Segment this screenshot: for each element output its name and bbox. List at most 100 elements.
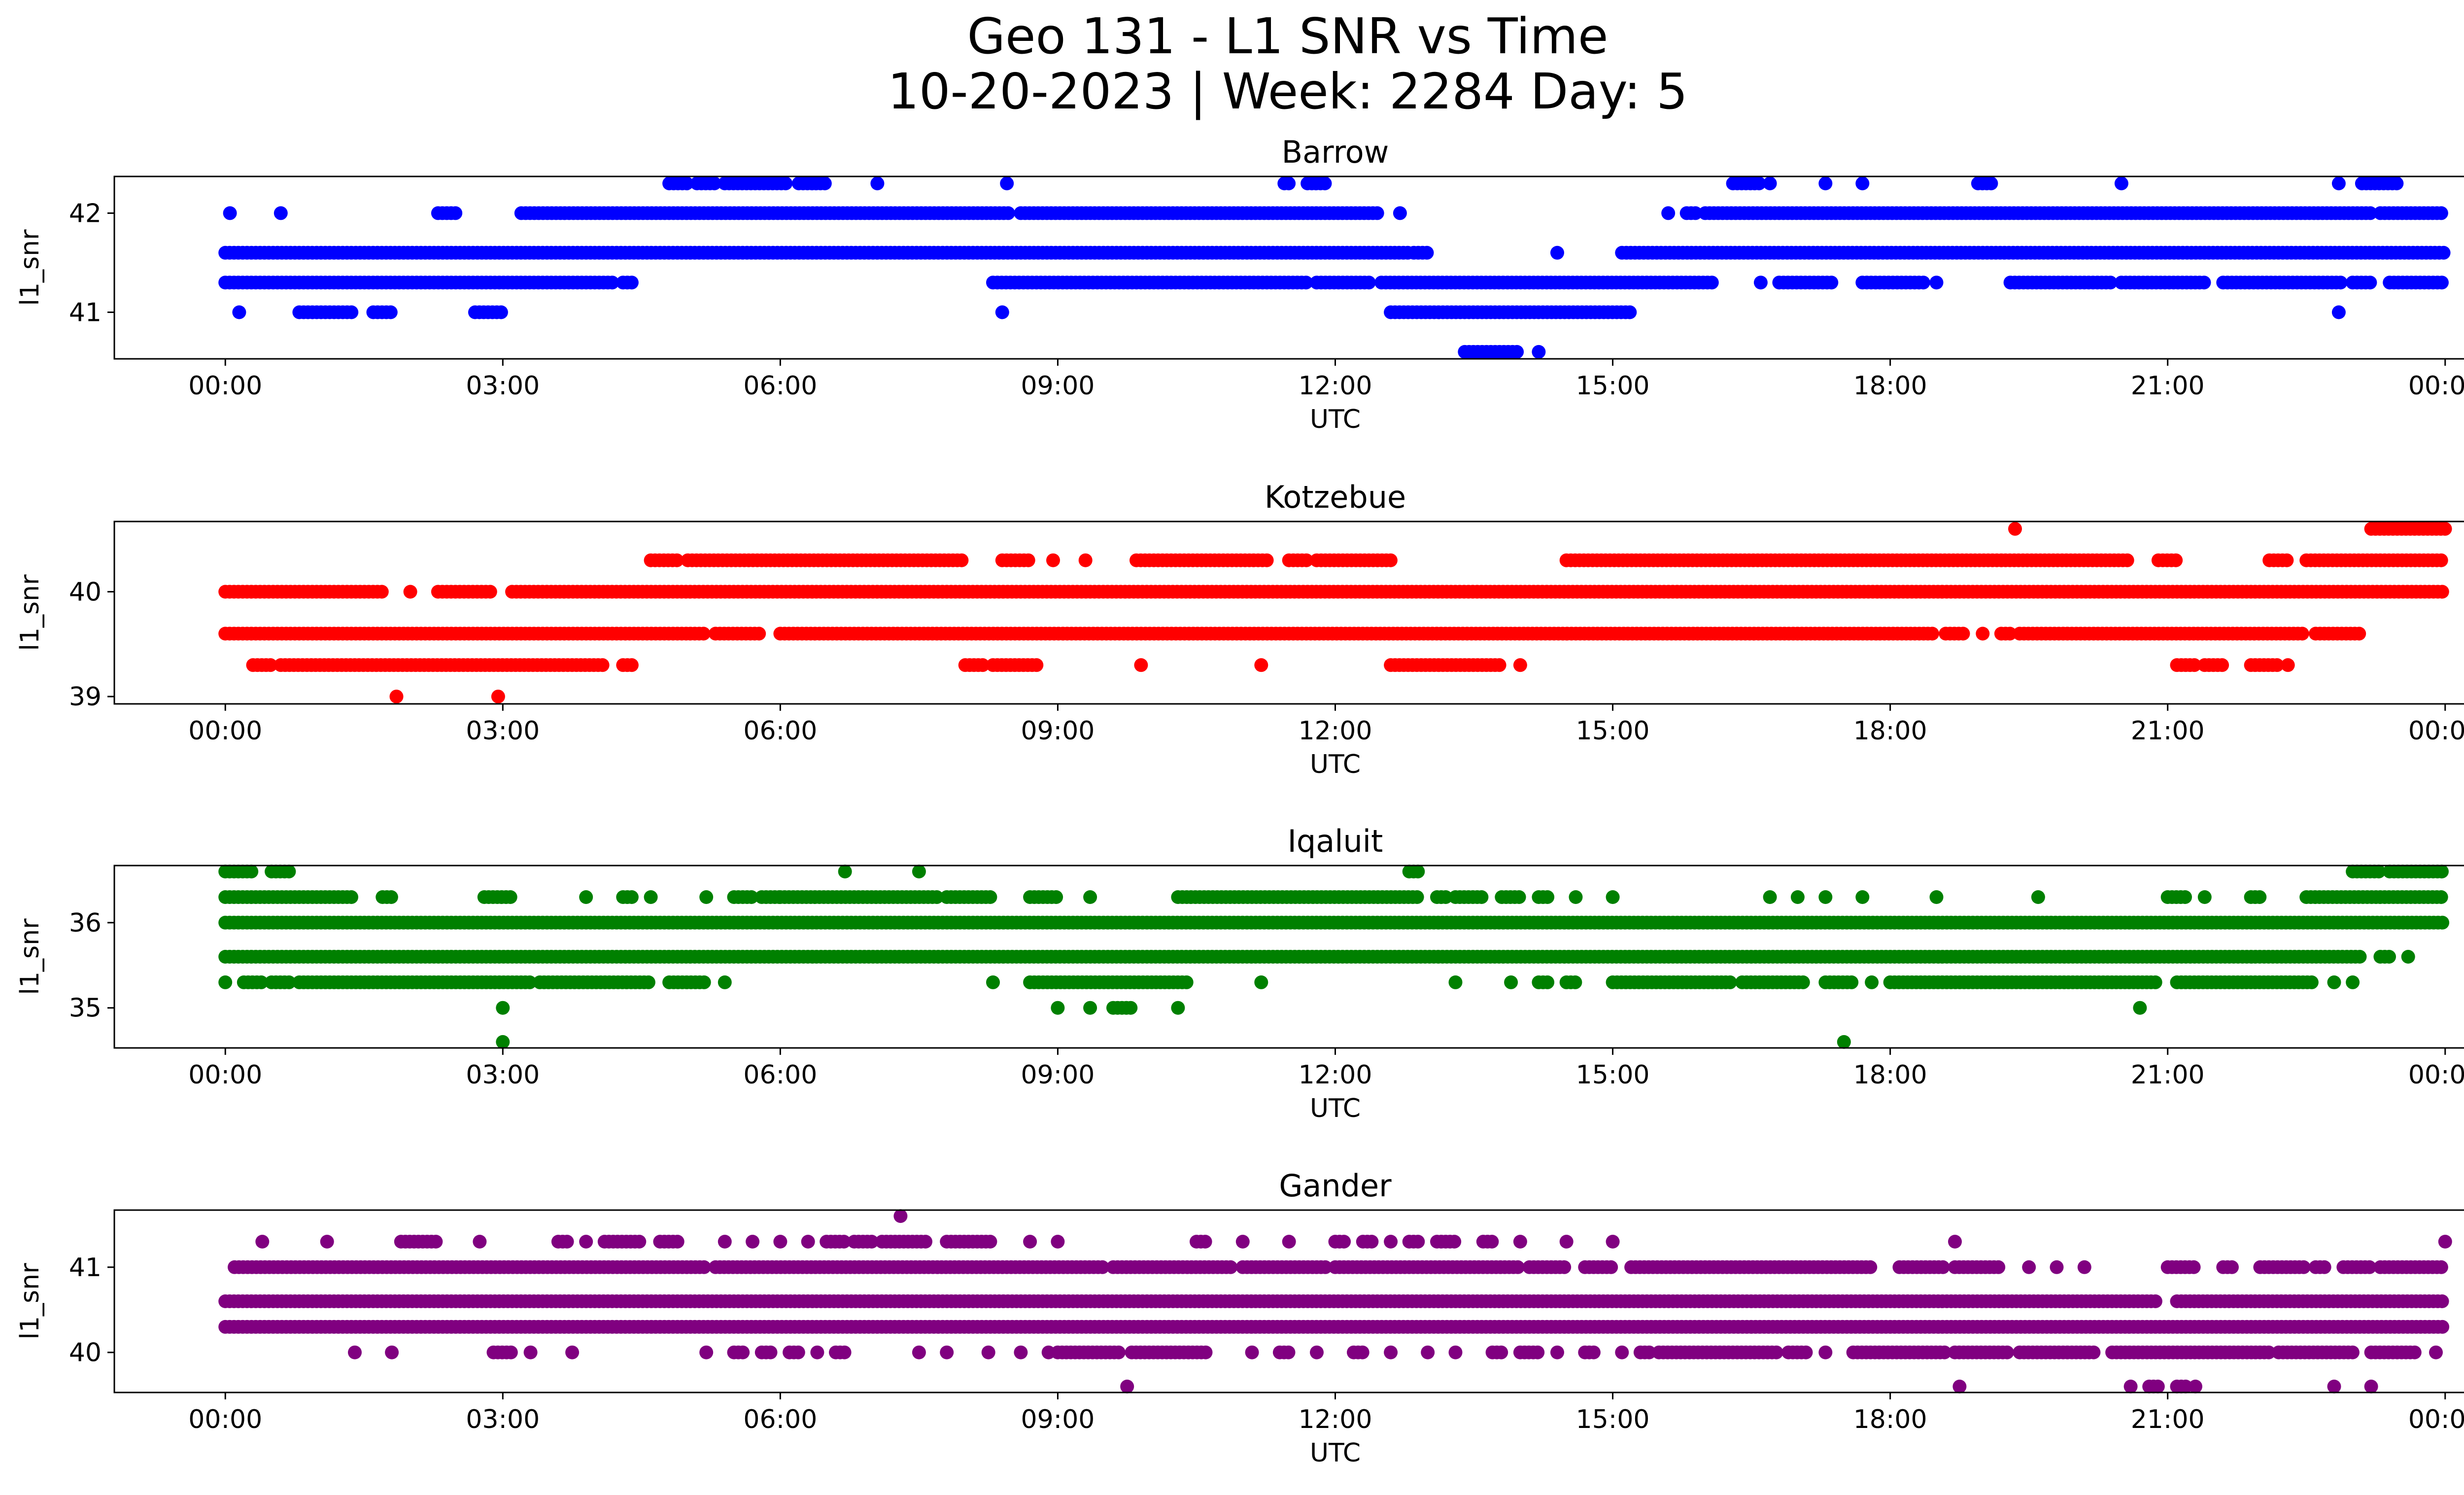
- data-point: [801, 1235, 815, 1249]
- data-point: [1956, 626, 1970, 641]
- data-point: [1411, 1235, 1425, 1249]
- data-point: [1124, 1001, 1138, 1015]
- data-point: [1049, 890, 1063, 904]
- x-tick-label: 03:00: [466, 371, 540, 401]
- points-kotzebue: [218, 522, 2452, 704]
- data-point: [473, 1235, 487, 1249]
- data-point: [1752, 176, 1766, 191]
- data-point: [1763, 890, 1777, 904]
- data-point: [2031, 890, 2045, 904]
- data-point: [496, 1035, 510, 1049]
- data-point: [773, 1235, 787, 1249]
- data-point: [496, 1001, 510, 1015]
- y-axis-label: l1_snr: [15, 229, 45, 306]
- data-point: [670, 553, 684, 567]
- data-point: [1559, 1235, 1574, 1249]
- data-point: [1023, 1235, 1037, 1249]
- data-point: [2331, 176, 2346, 191]
- data-point: [1447, 1235, 1462, 1249]
- data-point: [1865, 975, 1879, 989]
- data-point: [1393, 206, 1407, 220]
- data-point: [1916, 276, 1930, 290]
- x-tick-label: 06:00: [743, 716, 817, 746]
- data-point: [2148, 975, 2162, 989]
- data-point: [1046, 553, 1060, 567]
- data-point: [579, 890, 593, 904]
- data-point: [1365, 1235, 1379, 1249]
- data-point: [2120, 553, 2134, 567]
- data-point: [605, 276, 619, 290]
- panel-title: Kotzebue: [1265, 479, 1406, 515]
- data-point: [2187, 1260, 2201, 1274]
- x-tick-label: 21:00: [2131, 371, 2205, 401]
- y-tick-label: 41: [69, 298, 102, 327]
- data-point: [1198, 1235, 1212, 1249]
- x-tick-label: 21:00: [2131, 716, 2205, 746]
- data-point: [1485, 1235, 1499, 1249]
- data-point: [818, 176, 832, 191]
- data-point: [1492, 658, 1506, 672]
- data-point: [1001, 206, 1015, 220]
- data-point: [1420, 245, 1434, 260]
- x-tick-label: 09:00: [1021, 716, 1095, 746]
- data-point: [403, 585, 417, 599]
- data-point: [696, 626, 711, 641]
- data-point: [1568, 975, 1582, 989]
- data-point: [1929, 890, 1944, 904]
- data-point: [1051, 1235, 1065, 1249]
- data-point: [1078, 553, 1093, 567]
- data-point: [1513, 658, 1527, 672]
- data-point: [1282, 1235, 1296, 1249]
- x-tick-label: 15:00: [1576, 1060, 1650, 1090]
- data-point: [1299, 276, 1313, 290]
- data-point: [1948, 1235, 1962, 1249]
- data-point: [1474, 890, 1489, 904]
- data-point: [503, 890, 517, 904]
- data-point: [282, 865, 296, 879]
- data-point: [2050, 1260, 2064, 1274]
- y-tick-label: 39: [69, 682, 102, 712]
- data-point: [624, 890, 639, 904]
- data-point: [344, 305, 359, 319]
- x-tick-label: 18:00: [1853, 716, 1927, 746]
- data-point: [2435, 865, 2449, 879]
- data-point: [1179, 975, 1194, 989]
- x-tick-label: 12:00: [1299, 371, 1372, 401]
- data-point: [1818, 890, 1833, 904]
- data-point: [1083, 1001, 1097, 1015]
- data-point: [1705, 276, 1719, 290]
- data-point: [1337, 1235, 1351, 1249]
- data-point: [2281, 658, 2295, 672]
- data-point: [1557, 1260, 1572, 1274]
- data-point: [1370, 206, 1384, 220]
- data-point: [1254, 658, 1268, 672]
- x-tick-label: 18:00: [1853, 1060, 1927, 1090]
- data-point: [1855, 176, 1870, 191]
- x-tick-label: 00:00: [2408, 1060, 2464, 1090]
- data-point: [375, 585, 389, 599]
- data-point: [2331, 305, 2346, 319]
- data-point: [697, 975, 711, 989]
- data-point: [1855, 890, 1870, 904]
- data-point: [494, 305, 508, 319]
- data-point: [1282, 176, 1296, 191]
- data-point: [1540, 975, 1555, 989]
- data-point: [232, 305, 246, 319]
- data-point: [2295, 626, 2309, 641]
- data-point: [1021, 553, 1035, 567]
- data-point: [1134, 658, 1148, 672]
- data-point: [2382, 950, 2396, 964]
- data-point: [2438, 522, 2452, 536]
- data-point: [255, 1235, 270, 1249]
- data-point: [1510, 345, 1524, 359]
- data-point: [1604, 1260, 1618, 1274]
- y-tick-label: 35: [69, 994, 102, 1023]
- figure-title-line1: Geo 131 - L1 SNR vs Time: [967, 7, 1608, 65]
- plot-frame: [113, 521, 2464, 705]
- data-point: [632, 1235, 647, 1249]
- data-point: [2353, 950, 2367, 964]
- data-point: [1796, 975, 1810, 989]
- data-point: [2178, 890, 2192, 904]
